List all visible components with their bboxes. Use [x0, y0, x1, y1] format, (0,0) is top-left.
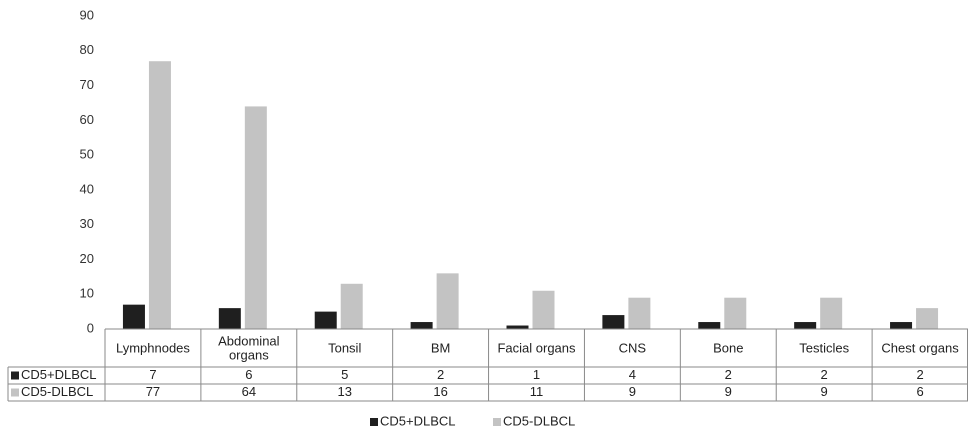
- x-category-label: Abdominal: [218, 333, 280, 348]
- data-label: 1: [533, 367, 540, 382]
- y-tick-label: 10: [80, 286, 94, 301]
- bar: [820, 297, 843, 329]
- x-category-label: Chest organs: [881, 340, 959, 355]
- bar: [148, 61, 171, 329]
- bar: [602, 315, 625, 329]
- data-label: 9: [725, 384, 732, 399]
- y-tick-label: 40: [80, 181, 94, 196]
- x-category-label: Tonsil: [328, 340, 361, 355]
- data-label: 9: [821, 384, 828, 399]
- data-label: 13: [337, 384, 351, 399]
- data-label: 6: [245, 367, 252, 382]
- x-category-label: Facial organs: [497, 340, 576, 355]
- bar: [122, 304, 145, 329]
- x-category-label: Lymphnodes: [116, 340, 190, 355]
- data-label: 64: [242, 384, 256, 399]
- data-label: 16: [433, 384, 447, 399]
- data-label: 9: [629, 384, 636, 399]
- data-label: 6: [916, 384, 923, 399]
- bar: [340, 283, 363, 329]
- table-row-label: CD5-DLBCL: [21, 384, 93, 399]
- y-tick-label: 90: [80, 7, 94, 22]
- table-legend-key: [11, 388, 19, 397]
- bar: [916, 308, 939, 329]
- legend-key: [370, 418, 378, 426]
- data-label: 2: [725, 367, 732, 382]
- y-tick-label: 60: [80, 112, 94, 127]
- y-tick-label: 70: [80, 77, 94, 92]
- bar: [724, 297, 747, 329]
- data-label: 2: [437, 367, 444, 382]
- data-label: 7: [149, 367, 156, 382]
- bar: [698, 322, 721, 329]
- bar: [506, 325, 529, 329]
- legend-label: CD5+DLBCL: [380, 413, 456, 428]
- data-label: 11: [530, 384, 544, 399]
- bar: [218, 308, 241, 329]
- legend-key: [493, 418, 501, 426]
- bar: [314, 311, 337, 329]
- x-category-label: Testicles: [799, 340, 849, 355]
- y-tick-label: 20: [80, 251, 94, 266]
- bar: [436, 273, 459, 329]
- y-tick-label: 0: [87, 320, 94, 335]
- data-label: 77: [146, 384, 160, 399]
- legend-label: CD5-DLBCL: [503, 413, 575, 428]
- data-label: 4: [629, 367, 636, 382]
- bar: [244, 106, 267, 329]
- x-category-label: Bone: [713, 340, 743, 355]
- table-row-label: CD5+DLBCL: [21, 367, 97, 382]
- x-category-label: BM: [431, 340, 451, 355]
- bar: [794, 322, 817, 329]
- y-tick-label: 80: [80, 42, 94, 57]
- data-label: 2: [821, 367, 828, 382]
- x-category-label: organs: [229, 347, 269, 362]
- bar: [410, 322, 433, 329]
- table-legend-key: [11, 371, 19, 380]
- x-category-label: CNS: [619, 340, 647, 355]
- bar: [532, 290, 555, 329]
- data-label: 2: [916, 367, 923, 382]
- y-tick-label: 50: [80, 147, 94, 162]
- y-tick-label: 30: [80, 216, 94, 231]
- data-label: 5: [341, 367, 348, 382]
- bar: [890, 322, 913, 329]
- bar: [628, 297, 651, 329]
